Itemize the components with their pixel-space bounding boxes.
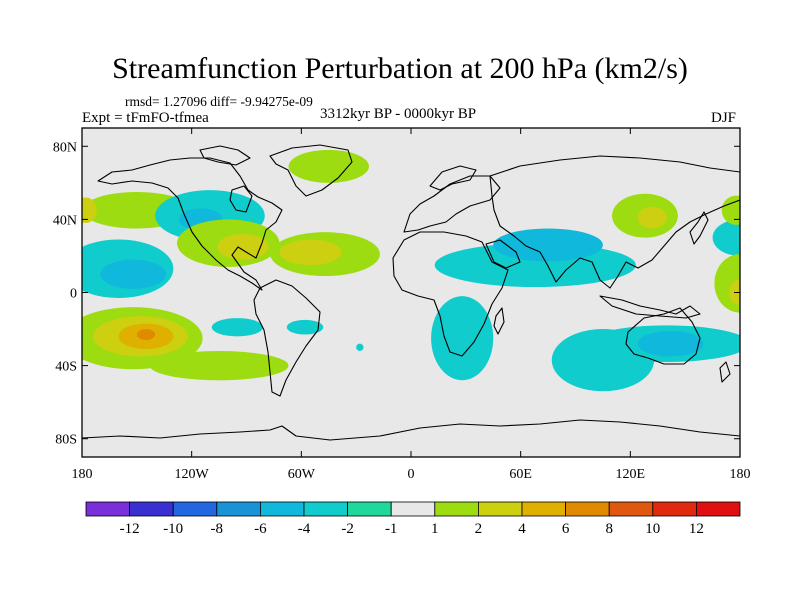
coastline-antarctica: [82, 419, 740, 441]
colorbar-label: -2: [341, 521, 354, 537]
anomaly-region: [279, 239, 342, 266]
colorbar-swatch: [565, 501, 610, 517]
colorbar-label: 12: [689, 521, 704, 537]
lat-tick-label: 40N: [53, 213, 77, 228]
lat-tick-label: 40S: [55, 360, 77, 375]
lon-tick-label: 0: [408, 467, 415, 482]
colorbar-swatch: [129, 501, 174, 517]
colorbar-swatch: [216, 501, 261, 517]
colorbar-swatch: [85, 501, 130, 517]
colorbar-label: 8: [605, 521, 613, 537]
lon-tick-label: 120W: [175, 467, 210, 482]
colorbar-label: 4: [518, 521, 526, 537]
colorbar-swatch: [172, 501, 218, 517]
coastline-arabia: [485, 239, 521, 269]
coastline-madagascar: [493, 307, 505, 335]
anomaly-region: [136, 329, 156, 341]
anomaly-region: [82, 197, 97, 224]
lat-tick-label: 80S: [55, 433, 77, 448]
coastline-indonesia: [599, 295, 701, 319]
lon-tick-label: 180: [730, 467, 751, 482]
coastline-australia: [625, 307, 701, 365]
colorbar-swatch: [521, 501, 566, 517]
anomaly-region: [637, 206, 667, 229]
coastline-africa: [392, 231, 509, 357]
colorbar-swatch: [652, 501, 697, 517]
map-background: [82, 128, 740, 457]
anomaly-region: [288, 149, 369, 183]
colorbar-label: -1: [385, 521, 398, 537]
colorbar-label: -8: [211, 521, 224, 537]
season-label: DJF: [711, 110, 737, 126]
coastline-arctic-islands: [199, 145, 251, 166]
anomaly-region: [637, 330, 704, 357]
coastlines: [82, 144, 740, 441]
anomaly-region: [149, 350, 289, 381]
colorbar-label: 6: [562, 521, 570, 537]
colorbar-swatch: [696, 501, 741, 517]
lon-tick-label: 120E: [616, 467, 646, 482]
coastline-scandinavia: [429, 165, 477, 191]
coastline-europe: [403, 175, 501, 233]
colorbar-swatch: [259, 501, 305, 517]
anomaly-region: [286, 319, 324, 335]
colorbar-label: -6: [254, 521, 267, 537]
lon-tick-label: 60W: [288, 467, 316, 482]
coastline-north-america: [97, 157, 283, 291]
colorbar-label: 2: [475, 521, 483, 537]
colorbar-swatch: [303, 501, 348, 517]
coastline-greenland: [269, 144, 353, 197]
axis-ticks: 80N 40N 0 40S 80S 180 120W 60W 0 60E 120E 180: [53, 128, 751, 482]
lon-tick-label: 180: [72, 467, 93, 482]
anomaly-fills: [82, 149, 740, 392]
anomaly-region: [712, 219, 740, 256]
anomaly-region: [211, 318, 263, 337]
coastline-asia: [489, 155, 740, 289]
statistics-text: rmsd= 1.27096 diff= -9.94275e-09: [125, 94, 313, 109]
coastline-new-zealand: [719, 361, 731, 383]
coastline-hudson-bay: [229, 185, 253, 213]
colorbar-label: -4: [298, 521, 311, 537]
anomaly-region: [100, 259, 167, 289]
period-label: 3312kyr BP - 0000kyr BP: [320, 106, 477, 122]
map-title: Streamfunction Perturbation at 200 hPa (…: [112, 52, 688, 85]
anomaly-region: [721, 195, 740, 225]
anomaly-region: [356, 343, 364, 351]
colorbar-label: -12: [120, 521, 140, 537]
colorbar-swatch: [390, 501, 436, 517]
colorbar-label: -10: [163, 521, 183, 537]
colorbar-label: 10: [645, 521, 660, 537]
lat-tick-label: 0: [70, 287, 77, 302]
colorbar-swatch: [434, 501, 479, 517]
colorbar-swatch: [477, 501, 523, 517]
colorbar-swatch: [608, 501, 654, 517]
lon-tick-label: 60E: [509, 467, 532, 482]
colorbar-swatch: [347, 501, 392, 517]
anomaly-region: [493, 228, 603, 262]
anomaly-region: [217, 234, 269, 260]
coastline-japan: [689, 211, 709, 245]
coastline-south-america: [253, 279, 321, 397]
colorbar: -12 -10 -8 -6 -4 -2 -1 1 2 4 6 8 10 12: [85, 501, 741, 537]
lat-tick-label: 80N: [53, 140, 77, 155]
colorbar-label: 1: [431, 521, 439, 537]
experiment-label: Expt = tFmFO-tfmea: [82, 110, 209, 126]
anomaly-region: [431, 296, 494, 381]
